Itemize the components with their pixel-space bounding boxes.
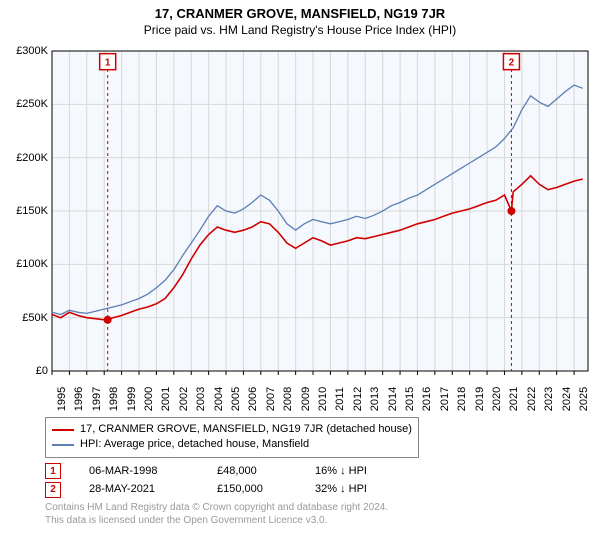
x-tick-label: 2021 xyxy=(508,387,520,411)
x-tick-label: 2006 xyxy=(247,387,259,411)
y-tick-label: £300K xyxy=(4,45,48,57)
y-tick-label: £0 xyxy=(4,365,48,377)
sale-change: 16% ↓ HPI xyxy=(315,462,405,481)
y-tick-label: £150K xyxy=(4,205,48,217)
legend-swatch xyxy=(52,429,74,431)
legend: 17, CRANMER GROVE, MANSFIELD, NG19 7JR (… xyxy=(45,417,419,458)
legend-label: HPI: Average price, detached house, Mans… xyxy=(80,437,309,452)
x-tick-label: 2014 xyxy=(387,387,399,411)
x-tick-label: 2008 xyxy=(282,387,294,411)
x-tick-label: 2000 xyxy=(143,387,155,411)
x-tick-label: 2025 xyxy=(578,387,590,411)
x-tick-label: 2001 xyxy=(160,387,172,411)
sale-date: 06-MAR-1998 xyxy=(89,462,189,481)
footer-line1: Contains HM Land Registry data © Crown c… xyxy=(45,501,586,514)
legend-swatch xyxy=(52,444,74,446)
x-tick-label: 2018 xyxy=(456,387,468,411)
x-tick-label: 2020 xyxy=(491,387,503,411)
y-tick-label: £250K xyxy=(4,98,48,110)
x-tick-label: 2005 xyxy=(230,387,242,411)
sale-change: 32% ↓ HPI xyxy=(315,480,405,499)
x-tick-label: 2024 xyxy=(561,387,573,411)
y-tick-label: £100K xyxy=(4,258,48,270)
x-tick-label: 2023 xyxy=(543,387,555,411)
x-tick-label: 1999 xyxy=(126,387,138,411)
x-tick-label: 2017 xyxy=(439,387,451,411)
legend-item: HPI: Average price, detached house, Mans… xyxy=(52,437,412,452)
x-tick-label: 1995 xyxy=(56,387,68,411)
svg-text:2: 2 xyxy=(509,58,515,69)
x-tick-label: 2013 xyxy=(369,387,381,411)
svg-text:1: 1 xyxy=(105,58,111,69)
x-tick-label: 2011 xyxy=(334,387,346,411)
y-tick-label: £200K xyxy=(4,152,48,164)
chart-svg: 12 xyxy=(0,41,600,411)
sale-row: 1 06-MAR-1998 £48,000 16% ↓ HPI xyxy=(45,462,586,481)
sale-marker-badge: 1 xyxy=(45,463,61,479)
x-tick-label: 2003 xyxy=(195,387,207,411)
footer-line2: This data is licensed under the Open Gov… xyxy=(45,514,586,527)
x-tick-label: 2019 xyxy=(474,387,486,411)
legend-label: 17, CRANMER GROVE, MANSFIELD, NG19 7JR (… xyxy=(80,422,412,437)
legend-item: 17, CRANMER GROVE, MANSFIELD, NG19 7JR (… xyxy=(52,422,412,437)
sale-price: £150,000 xyxy=(217,480,287,499)
x-tick-label: 2010 xyxy=(317,387,329,411)
sale-date: 28-MAY-2021 xyxy=(89,480,189,499)
x-tick-label: 1998 xyxy=(108,387,120,411)
x-tick-label: 2012 xyxy=(352,387,364,411)
sale-marker-badge: 2 xyxy=(45,482,61,498)
page-title: 17, CRANMER GROVE, MANSFIELD, NG19 7JR xyxy=(0,0,600,21)
footer: Contains HM Land Registry data © Crown c… xyxy=(45,501,586,527)
x-tick-label: 2007 xyxy=(265,387,277,411)
page-subtitle: Price paid vs. HM Land Registry's House … xyxy=(0,21,600,41)
sale-price: £48,000 xyxy=(217,462,287,481)
x-tick-label: 1996 xyxy=(73,387,85,411)
sale-row: 2 28-MAY-2021 £150,000 32% ↓ HPI xyxy=(45,480,586,499)
x-tick-label: 2016 xyxy=(421,387,433,411)
x-tick-label: 2002 xyxy=(178,387,190,411)
x-tick-label: 2004 xyxy=(213,387,225,411)
y-tick-label: £50K xyxy=(4,312,48,324)
x-tick-label: 2009 xyxy=(300,387,312,411)
x-tick-label: 2022 xyxy=(526,387,538,411)
chart-area: 12 £0£50K£100K£150K£200K£250K£300K 19951… xyxy=(0,41,600,411)
sales-table: 1 06-MAR-1998 £48,000 16% ↓ HPI 2 28-MAY-2021… xyxy=(45,462,586,499)
x-tick-label: 1997 xyxy=(91,387,103,411)
x-tick-label: 2015 xyxy=(404,387,416,411)
